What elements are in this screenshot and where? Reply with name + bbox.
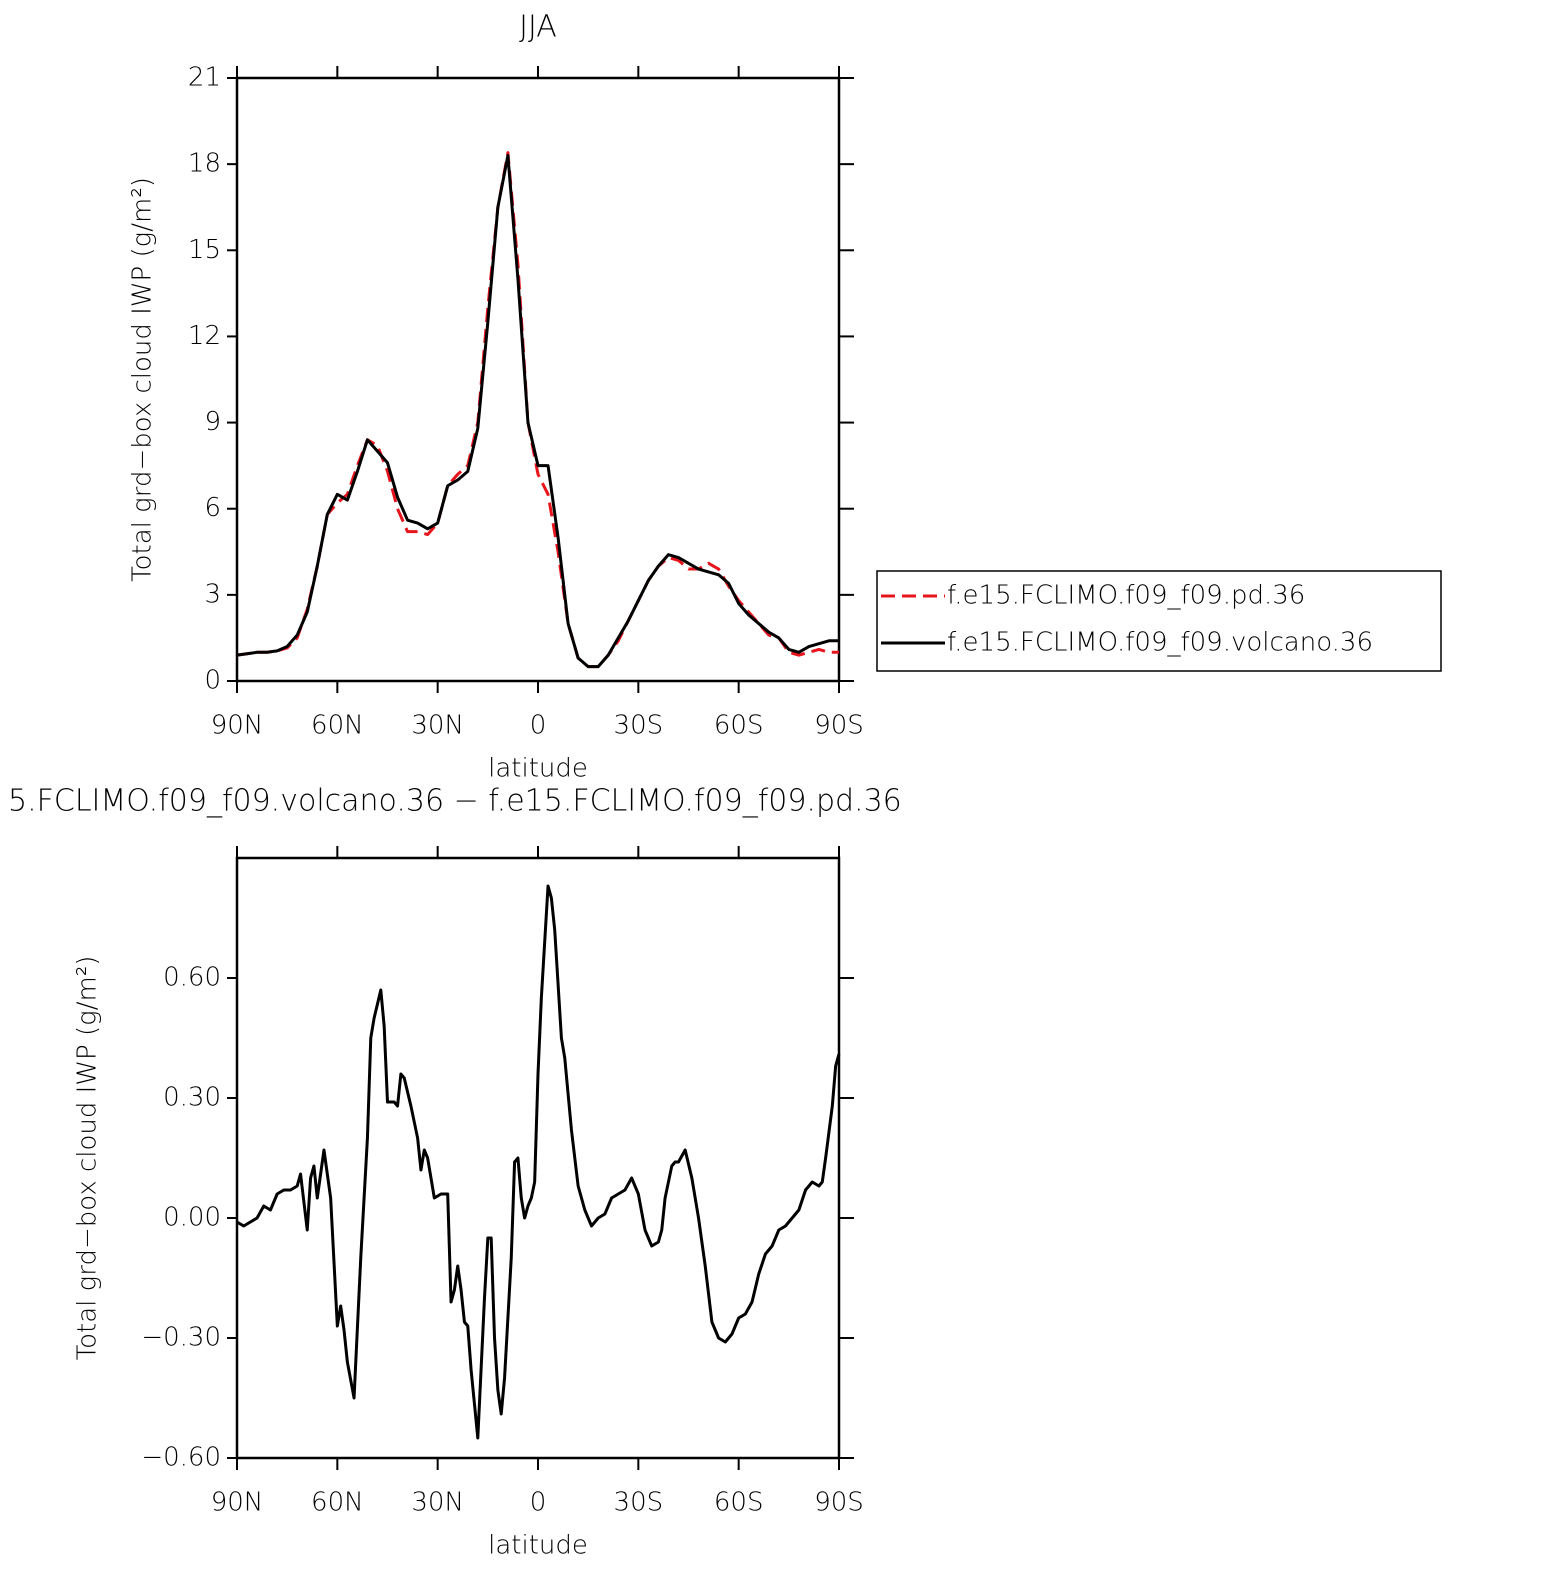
x-tick-label: 60N <box>311 711 364 741</box>
x-tick-label: 30S <box>614 711 664 741</box>
x-tick-label: 90S <box>814 1488 864 1518</box>
chart-title: JJA <box>519 10 557 45</box>
y-axis-label: Total grd−box cloud IWP (g/m²) <box>73 956 103 1361</box>
plot-frame <box>235 76 841 683</box>
y-tick-label: 6 <box>204 493 221 523</box>
y-axis-label: Total grd−box cloud IWP (g/m²) <box>128 177 158 582</box>
x-tick-label: 30N <box>411 711 464 741</box>
y-tick-label: 0.30 <box>163 1083 221 1113</box>
y-tick-label: 0.00 <box>163 1203 221 1233</box>
x-tick-label: 0 <box>530 1488 547 1518</box>
y-tick-label: 0 <box>204 666 221 696</box>
x-tick-label: 90S <box>814 711 864 741</box>
x-tick-label: 60N <box>311 1488 364 1518</box>
legend-box <box>876 570 1442 672</box>
x-axis-label: latitude <box>488 1531 588 1561</box>
legend-label: f.e15.FCLIMO.f09_f09.pd.36 <box>947 581 1305 611</box>
y-tick-label: 15 <box>188 235 221 265</box>
y-tick-label: 21 <box>188 63 221 93</box>
plot-frame <box>235 856 841 1460</box>
x-axis-label: latitude <box>488 754 588 784</box>
chart-title: 5.FCLIMO.f09_f09.volcano.36 − f.e15.FCLI… <box>8 784 902 819</box>
x-tick-label: 90N <box>211 711 264 741</box>
y-tick-label: 0.60 <box>163 963 221 993</box>
x-tick-label: 90N <box>211 1488 264 1518</box>
x-tick-label: 60S <box>714 711 764 741</box>
y-tick-label: 12 <box>188 321 221 351</box>
y-tick-label: 9 <box>204 407 221 437</box>
x-tick-label: 60S <box>714 1488 764 1518</box>
data-line <box>236 154 839 669</box>
y-tick-label: 18 <box>188 149 221 179</box>
y-tick-label: 3 <box>204 579 221 609</box>
x-tick-label: 0 <box>530 711 547 741</box>
data-line <box>236 151 839 669</box>
x-tick-label: 30N <box>411 1488 464 1518</box>
legend-label: f.e15.FCLIMO.f09_f09.volcano.36 <box>947 628 1373 658</box>
x-tick-label: 30S <box>614 1488 664 1518</box>
y-tick-label: −0.30 <box>141 1323 221 1353</box>
y-tick-label: −0.60 <box>141 1443 221 1473</box>
data-line <box>236 884 841 1440</box>
